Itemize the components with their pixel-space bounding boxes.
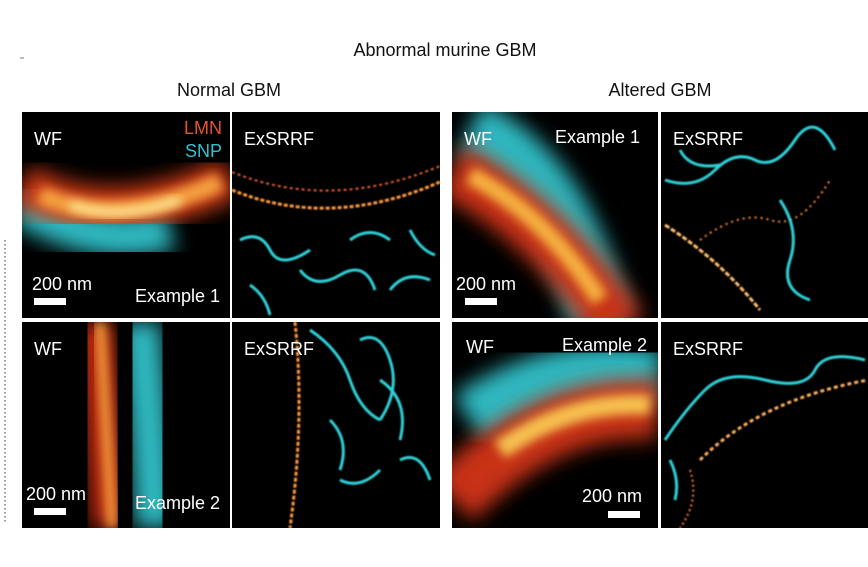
group-title: Normal GBM bbox=[177, 80, 281, 100]
image bbox=[452, 112, 644, 318]
image bbox=[452, 345, 658, 522]
panel-label: ExSRRF bbox=[244, 339, 314, 359]
figure-title: Abnormal murine GBM bbox=[353, 40, 536, 60]
image bbox=[22, 158, 230, 257]
panel bbox=[232, 112, 440, 318]
image bbox=[288, 322, 432, 528]
scale-bar bbox=[34, 298, 66, 305]
channel-label: SNP bbox=[185, 141, 222, 161]
panel-label: ExSRRF bbox=[673, 339, 743, 359]
labels: WF LMN SNP 200 nm Example 1 ExSRRF WF 20… bbox=[26, 118, 743, 518]
channel-label: LMN bbox=[184, 118, 222, 138]
scale-bar-label: 200 nm bbox=[582, 486, 642, 506]
scale-bar bbox=[34, 508, 66, 515]
scale-bar bbox=[608, 511, 640, 518]
example-label: Example 1 bbox=[555, 127, 640, 147]
example-label: Example 1 bbox=[135, 286, 220, 306]
image bbox=[664, 125, 837, 311]
panel-label: WF bbox=[466, 337, 494, 357]
scale-bar-label: 200 nm bbox=[32, 274, 92, 294]
panel-label: ExSRRF bbox=[673, 129, 743, 149]
image bbox=[77, 322, 175, 528]
scale-bar bbox=[465, 298, 497, 305]
panel-label: WF bbox=[464, 129, 492, 149]
scale-bar-label: 200 nm bbox=[456, 274, 516, 294]
panel-label: WF bbox=[34, 339, 62, 359]
group-title: Altered GBM bbox=[608, 80, 711, 100]
panel-label: ExSRRF bbox=[244, 129, 314, 149]
example-label: Example 2 bbox=[562, 335, 647, 355]
image bbox=[232, 165, 440, 316]
image bbox=[663, 355, 868, 528]
example-label: Example 2 bbox=[135, 493, 220, 513]
panel-label: WF bbox=[34, 129, 62, 149]
scale-bar-label: 200 nm bbox=[26, 484, 86, 504]
